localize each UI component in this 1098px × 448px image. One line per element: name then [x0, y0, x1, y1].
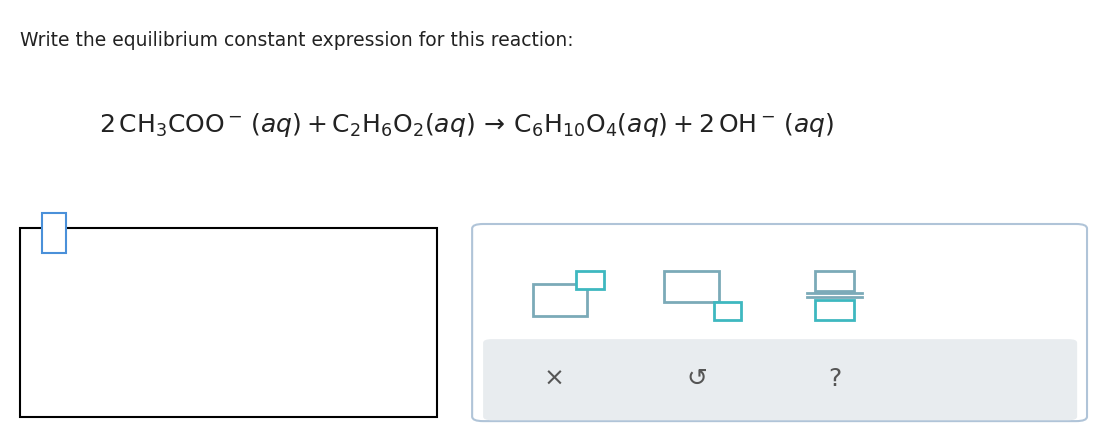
FancyBboxPatch shape — [533, 284, 587, 316]
Text: $2\,\mathrm{CH_3COO^-}$$\,(aq)+\mathrm{C_2H_6O_2}(aq)$$\,\rightarrow\,\mathrm{C_: $2\,\mathrm{CH_3COO^-}$$\,(aq)+\mathrm{C… — [99, 112, 833, 139]
Text: ↺: ↺ — [686, 366, 708, 391]
FancyBboxPatch shape — [714, 302, 741, 320]
FancyBboxPatch shape — [815, 271, 854, 291]
Text: ?: ? — [828, 366, 841, 391]
FancyBboxPatch shape — [472, 224, 1087, 421]
FancyBboxPatch shape — [483, 339, 1077, 420]
Text: Write the equilibrium constant expression for this reaction:: Write the equilibrium constant expressio… — [20, 31, 573, 50]
FancyBboxPatch shape — [42, 213, 66, 253]
FancyBboxPatch shape — [664, 271, 719, 302]
FancyBboxPatch shape — [20, 228, 437, 417]
FancyBboxPatch shape — [576, 271, 604, 289]
Text: ×: × — [544, 366, 565, 391]
FancyBboxPatch shape — [815, 300, 854, 320]
